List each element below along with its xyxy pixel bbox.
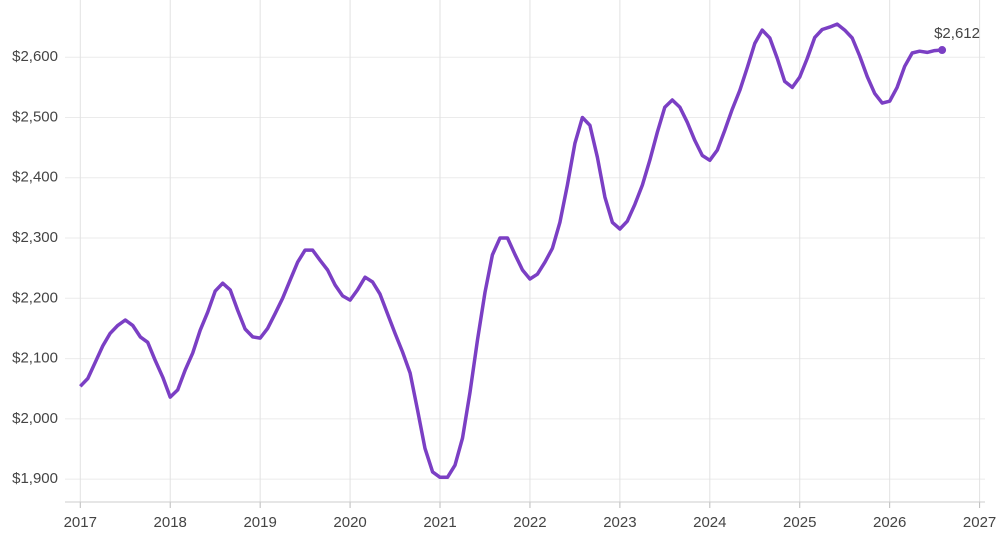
- x-tick-label: 2019: [243, 514, 276, 531]
- y-tick-label: $2,400: [12, 169, 58, 186]
- data-line: [79, 22, 943, 480]
- y-tick-label: $2,000: [12, 410, 58, 427]
- x-tick-label: 2024: [693, 514, 726, 531]
- data-label: $2,612: [934, 25, 980, 42]
- x-tick-label: 2026: [873, 514, 906, 531]
- x-tick-label: 2021: [423, 514, 456, 531]
- x-tick-label: 2023: [603, 514, 636, 531]
- x-tick-label: 2020: [333, 514, 366, 531]
- y-tick-label: $2,500: [12, 108, 58, 125]
- y-tick-label: $1,900: [12, 470, 58, 487]
- y-tick-label: $2,200: [12, 289, 58, 306]
- x-tick-label: 2017: [64, 514, 97, 531]
- data-point: [938, 46, 947, 55]
- y-tick-label: $2,300: [12, 229, 58, 246]
- x-tick-label: 2018: [154, 514, 187, 531]
- x-tick-label: 2025: [783, 514, 816, 531]
- x-tick-label: 2027: [963, 514, 996, 531]
- y-tick-label: $2,600: [12, 48, 58, 65]
- x-tick-label: 2022: [513, 514, 546, 531]
- y-tick-label: $2,100: [12, 350, 58, 367]
